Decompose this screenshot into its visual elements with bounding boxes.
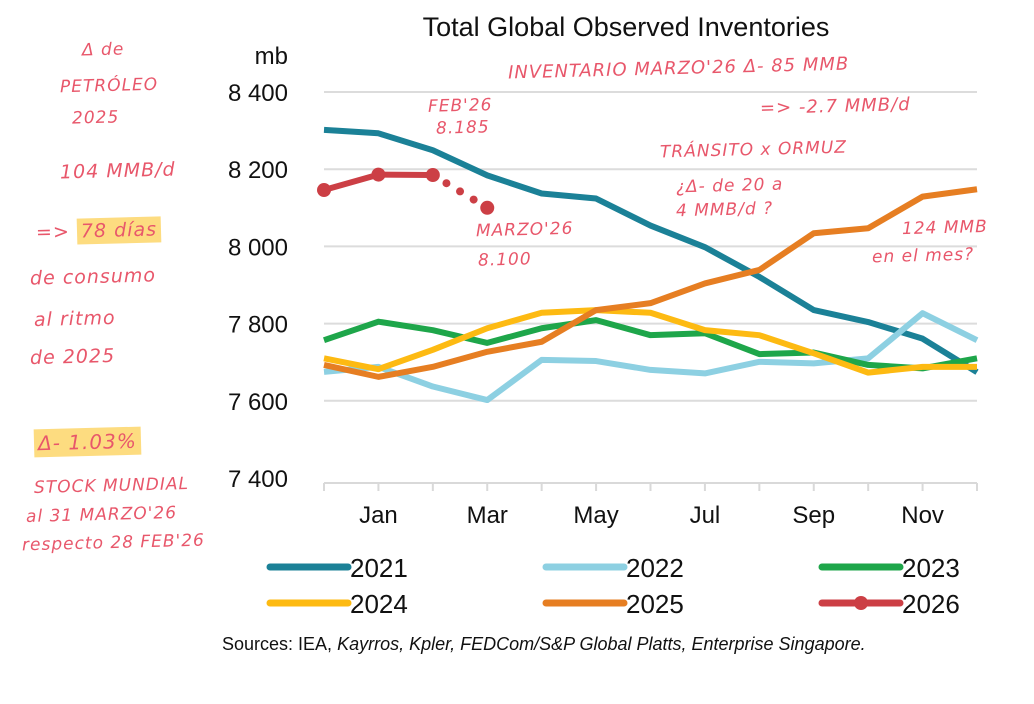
- annotation-left-2: PETRÓLEO: [59, 74, 159, 98]
- series-line-2023: [323, 317, 978, 372]
- legend-item-2024: 2024: [266, 589, 408, 619]
- data-point-2026: [425, 167, 440, 182]
- arrow-text: =>: [35, 220, 78, 244]
- sources-list: Kayrros, Kpler, FEDCom/S&P Global Platts…: [337, 634, 866, 654]
- legend-item-2022: 2022: [542, 553, 684, 583]
- annotation-feb26-label: FEB'26: [427, 95, 493, 117]
- x-tick-label: Sep: [792, 502, 835, 529]
- legend-label: 2022: [626, 553, 684, 583]
- x-tick-label: Jul: [690, 502, 721, 529]
- x-axis: Jan Mar May Jul Sep Nov: [323, 482, 978, 529]
- series-dot-2026: [469, 195, 478, 204]
- annotation-ormuz-3: 4 MMB/d ?: [675, 198, 774, 222]
- annotation-right-2: en el mes?: [871, 244, 975, 268]
- series-line-2021: [323, 126, 979, 375]
- annotation-left-5: => 78 días: [35, 216, 162, 245]
- data-point-2026: [371, 167, 386, 182]
- legend: 2021 2022 2023 2024 2025 2026: [266, 553, 960, 619]
- series-line-2025: [323, 186, 978, 380]
- y-axis-ticks: 7 400 7 600 7 800 8 000 8 200 8 400: [228, 80, 288, 493]
- annotation-feb26-value: 8.185: [435, 117, 490, 139]
- y-tick-label: 8 200: [228, 157, 288, 184]
- y-tick-label: 8 400: [228, 80, 288, 107]
- annotation-mar26-label: MARZO'26: [475, 218, 574, 242]
- annotation-ormuz-2: ¿Δ- de 20 a: [675, 174, 784, 198]
- annotation-left-8: de 2025: [29, 344, 116, 370]
- legend-label: 2025: [626, 589, 684, 619]
- sources-prefix: Sources: IEA,: [222, 634, 338, 654]
- legend-item-2021: 2021: [266, 553, 408, 583]
- series-dot-2026: [442, 179, 451, 188]
- series-line-2022: [323, 310, 979, 404]
- legend-label: 2021: [350, 553, 408, 583]
- annotation-left-4: 104 MMB/d: [59, 158, 176, 184]
- legend-item-2025: 2025: [542, 589, 684, 619]
- legend-item-2023: 2023: [818, 553, 960, 583]
- legend-label: 2026: [902, 589, 960, 619]
- data-point-2026: [480, 200, 495, 215]
- series-dot-2026: [456, 187, 465, 196]
- y-tick-label: 7 400: [228, 466, 288, 493]
- y-tick-label: 8 000: [228, 234, 288, 261]
- annotation-left-11: al 31 MARZO'26: [25, 503, 178, 527]
- legend-label: 2023: [902, 553, 960, 583]
- y-tick-label: 7 800: [228, 312, 288, 339]
- annotation-left-3: 2025: [71, 107, 120, 129]
- annotation-mar26-value: 8.100: [477, 249, 532, 271]
- data-point-2026: [317, 183, 331, 198]
- series-line-2024: [323, 307, 977, 376]
- sources-note: Sources: IEA, Kayrros, Kpler, FEDCom/S&P…: [222, 632, 942, 656]
- highlight-78-dias: 78 días: [76, 216, 162, 245]
- annotation-left-9: Δ- 1.03%: [33, 426, 142, 458]
- annotation-left-10: STOCK MUNDIAL: [33, 473, 190, 499]
- x-tick-label: Nov: [901, 502, 944, 529]
- legend-item-2026: 2026: [818, 589, 960, 619]
- x-tick-label: Jan: [359, 502, 398, 529]
- legend-marker: [854, 596, 868, 610]
- annotation-left-1: Δ de: [81, 39, 125, 61]
- legend-label: 2024: [350, 589, 408, 619]
- highlight-delta-stock: Δ- 1.03%: [33, 426, 142, 458]
- series-lines: [317, 126, 979, 404]
- annotation-left-7: al ritmo: [33, 306, 116, 332]
- x-tick-label: Mar: [467, 502, 508, 529]
- chart-title: Total Global Observed Inventories: [423, 12, 830, 42]
- y-tick-label: 7 600: [228, 389, 288, 416]
- y-axis-unit: mb: [255, 43, 288, 70]
- annotation-left-6: de consumo: [29, 264, 157, 290]
- x-tick-label: May: [573, 502, 618, 529]
- annotation-right-1: 124 MMB: [901, 216, 989, 240]
- annotation-top-rate: => -2.7 MMB/d: [759, 94, 911, 119]
